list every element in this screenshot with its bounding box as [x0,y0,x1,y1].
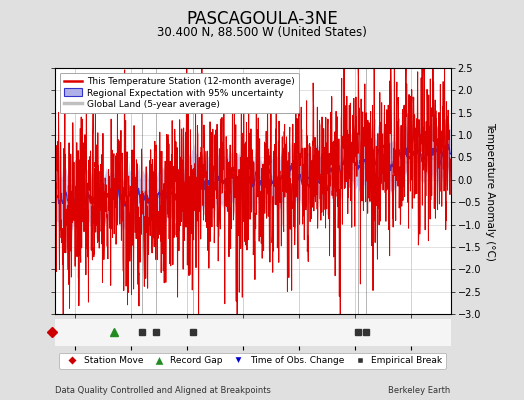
Text: Berkeley Earth: Berkeley Earth [388,386,451,395]
Text: 30.400 N, 88.500 W (United States): 30.400 N, 88.500 W (United States) [157,26,367,39]
Legend: This Temperature Station (12-month average), Regional Expectation with 95% uncer: This Temperature Station (12-month avera… [60,72,299,114]
Text: Data Quality Controlled and Aligned at Breakpoints: Data Quality Controlled and Aligned at B… [55,386,271,395]
Text: PASCAGOULA-3NE: PASCAGOULA-3NE [186,10,338,28]
Y-axis label: Temperature Anomaly (°C): Temperature Anomaly (°C) [485,122,495,260]
Legend: Station Move, Record Gap, Time of Obs. Change, Empirical Break: Station Move, Record Gap, Time of Obs. C… [59,352,446,369]
